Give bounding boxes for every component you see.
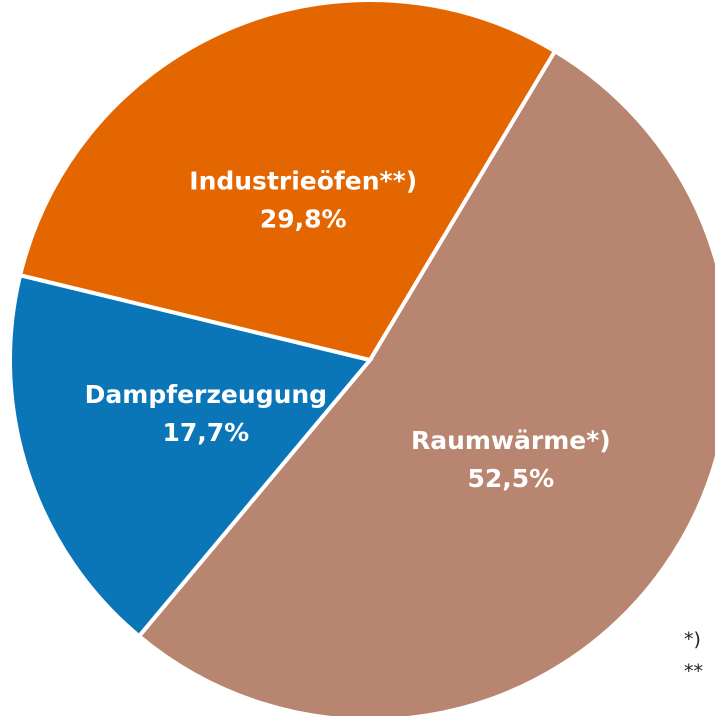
slice-value-label: 29,8% xyxy=(260,205,347,234)
footnote: ** xyxy=(684,661,703,683)
slice-value-label: 52,5% xyxy=(467,464,554,493)
slice-label: Raumwärme*) xyxy=(411,426,611,455)
pie-slice xyxy=(8,272,374,639)
pie-slice xyxy=(136,48,715,716)
slice-value-label: 17,7% xyxy=(163,418,250,447)
pie-slice xyxy=(17,0,558,363)
footnote: *) xyxy=(684,629,701,651)
slice-label: Dampferzeugung xyxy=(85,380,327,409)
slice-label: Industrieöfen**) xyxy=(189,167,417,196)
